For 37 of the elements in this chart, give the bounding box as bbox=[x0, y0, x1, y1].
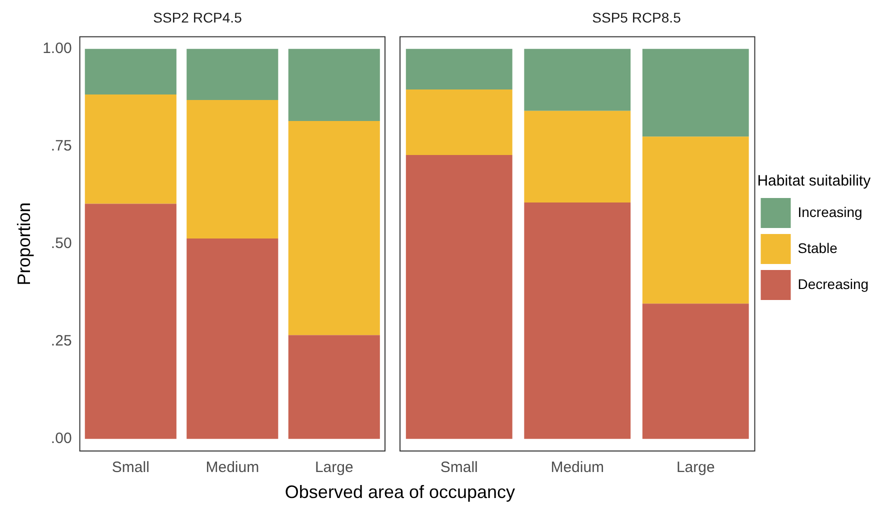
x-tick-label: Medium bbox=[550, 459, 604, 476]
chart-title: SSP2 RCP4.5 bbox=[153, 9, 242, 26]
bar bbox=[186, 238, 278, 439]
bar bbox=[84, 48, 176, 95]
bar bbox=[524, 202, 631, 439]
bar bbox=[642, 136, 749, 304]
x-tick-label: Medium bbox=[206, 459, 260, 476]
y-tick-label: .00 bbox=[50, 430, 72, 448]
y-axis-title: Proportion bbox=[14, 202, 34, 286]
legend-label: Decreasing bbox=[798, 276, 869, 292]
legend-title: Habitat suitability bbox=[757, 172, 872, 190]
y-tick-label: .50 bbox=[50, 235, 72, 252]
bar bbox=[524, 48, 631, 111]
x-tick-label: Small bbox=[112, 459, 150, 476]
bar bbox=[642, 48, 749, 137]
bar bbox=[288, 335, 380, 439]
chart-title: SSP5 RCP8.5 bbox=[592, 9, 682, 26]
legend-label: Stable bbox=[798, 240, 838, 256]
y-tick-label: .75 bbox=[50, 138, 72, 155]
bar bbox=[406, 154, 512, 439]
x-tick-label: Small bbox=[440, 459, 478, 476]
bar bbox=[186, 48, 278, 100]
x-axis-title: Observed area of occupancy bbox=[284, 482, 516, 503]
legend-label: Increasing bbox=[798, 204, 862, 220]
y-tick-label: 1.00 bbox=[42, 40, 72, 58]
bar bbox=[406, 48, 512, 90]
bar bbox=[186, 100, 278, 238]
bar bbox=[84, 204, 176, 439]
bar bbox=[524, 110, 631, 203]
bar bbox=[288, 48, 380, 122]
y-tick-label: .25 bbox=[50, 332, 72, 350]
bar bbox=[406, 89, 512, 155]
x-tick-label: Large bbox=[314, 459, 354, 476]
bar bbox=[642, 304, 749, 439]
bar bbox=[288, 121, 380, 336]
x-tick-label: Large bbox=[676, 459, 715, 476]
bar bbox=[84, 94, 176, 204]
